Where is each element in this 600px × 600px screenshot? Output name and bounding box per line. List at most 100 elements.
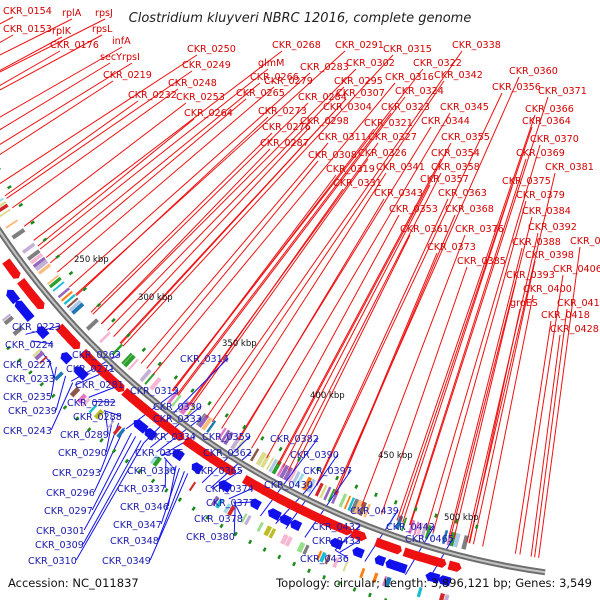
- outer-feature-block: [185, 405, 196, 418]
- outer-tick: [126, 332, 131, 338]
- minor-tick: [177, 497, 183, 503]
- leader-line-forward: [277, 158, 442, 465]
- gene-label-reverse: CKR_0223: [12, 322, 61, 333]
- outer-feature-block: [461, 535, 469, 550]
- outer-tick: [475, 524, 479, 529]
- outer-tick: [297, 456, 302, 462]
- gene-label-forward: CKR_0321: [364, 118, 413, 129]
- outer-feature-block: [319, 484, 328, 499]
- gene-label-forward: CKR_0428: [550, 324, 599, 335]
- gene-label-forward: CKR_0392: [528, 222, 577, 233]
- gene-label-reverse: CKR_0233: [6, 374, 55, 385]
- reverse-gene-arrow: [385, 558, 397, 570]
- inner-feature-block: [416, 586, 423, 598]
- leader-line-forward: [0, 54, 198, 185]
- outer-feature-block: [139, 368, 152, 383]
- forward-gene-arrow: [350, 528, 367, 542]
- leader-line-forward: [0, 34, 14, 44]
- leader-line-forward: [6, 70, 193, 199]
- reverse-gene-arrow: [172, 448, 185, 462]
- leader-line-forward: [92, 102, 309, 315]
- gene-label-forward: CKR_0345: [440, 102, 489, 113]
- minor-tick: [368, 592, 372, 598]
- outer-feature-block: [363, 503, 371, 518]
- gene-label-reverse: CKR_0348: [110, 536, 159, 547]
- gene-label-forward: CKR_0342: [434, 70, 483, 81]
- inner-feature-block: [112, 425, 122, 435]
- outer-tick: [393, 499, 398, 505]
- leader-line-forward: [238, 198, 385, 441]
- reverse-strand-arrows: [6, 289, 452, 587]
- gene-label-reverse: CKR_0465: [405, 534, 454, 545]
- gene-label-reverse: CKR_0378: [194, 514, 243, 525]
- minor-tick: [99, 438, 104, 443]
- gene-label-forward: CKR_0291: [335, 40, 384, 51]
- minor-tick: [74, 416, 80, 421]
- leader-line-forward: [360, 234, 466, 507]
- forward-gene-arrow: [447, 560, 462, 572]
- inner-feature-block: [1, 313, 12, 322]
- leader-line-forward: [205, 50, 463, 418]
- reverse-gene-arrow: [218, 479, 233, 493]
- leader-line-forward: [0, 62, 111, 131]
- outer-feature-block: [60, 290, 73, 302]
- inner-feature-block: [69, 386, 81, 398]
- kbp-label: 400 kbp: [310, 391, 345, 401]
- leader-line-forward: [100, 148, 271, 325]
- gene-label-forward: CKR_0356: [492, 82, 541, 93]
- reverse-gene-arrow: [36, 326, 50, 340]
- leader-line-reverse: [75, 442, 145, 561]
- minor-tick: [233, 531, 238, 537]
- forward-gene-arrow: [79, 348, 92, 361]
- gene-label-forward: CKR_0307: [336, 88, 385, 99]
- gene-label-reverse: CKR_0296: [46, 488, 95, 499]
- gene-label-forward: CKR_0154: [3, 6, 52, 17]
- leader-line-reverse: [82, 440, 142, 545]
- minor-tick: [86, 427, 92, 432]
- gene-label-forward: CKR_0287: [260, 138, 309, 149]
- gene-label-reverse: CKR_0390: [290, 450, 339, 461]
- gene-label-reverse: CKR_0349: [102, 556, 151, 567]
- minor-tick: [6, 345, 11, 351]
- forward-gene-arrow: [182, 436, 197, 450]
- gene-label-reverse: CKR_0433: [312, 536, 361, 547]
- reverse-gene-arrow: [191, 462, 204, 475]
- leader-line-reverse: [364, 509, 399, 562]
- leader-line-forward: [425, 144, 541, 531]
- leader-line-forward: [519, 274, 564, 555]
- gene-label-forward: rpsJ: [95, 8, 113, 19]
- leader-line-reverse: [201, 435, 251, 484]
- outer-feature-block: [63, 293, 76, 305]
- gene-label-forward: CKR_0400: [523, 284, 572, 295]
- leader-line-reverse: [104, 411, 109, 435]
- leader-line-reverse: [285, 453, 339, 530]
- inner-feature-block: [244, 515, 252, 526]
- gene-label-reverse: CKR_0227: [3, 360, 52, 371]
- gene-label-reverse: CKR_0310: [28, 556, 77, 567]
- gene-label-forward: CKR_0370: [530, 134, 579, 145]
- leader-line-forward: [448, 247, 523, 538]
- outer-feature-block: [66, 297, 79, 309]
- gene-label-forward: CKR_0316: [385, 72, 434, 83]
- outer-feature-block: [197, 414, 210, 428]
- minor-tick: [17, 358, 22, 363]
- gene-label-forward: CKR_0343: [374, 188, 423, 199]
- leader-line-reverse: [150, 405, 202, 448]
- outer-feature-block: [32, 256, 46, 268]
- forward-gene-arrow: [374, 537, 388, 550]
- reverse-gene-arrow: [133, 419, 149, 434]
- leader-line-forward: [315, 198, 449, 486]
- leader-line-forward: [396, 114, 536, 521]
- outer-tick: [260, 436, 265, 441]
- leader-line-forward: [122, 54, 394, 347]
- leader-line-reverse: [93, 400, 116, 403]
- gene-label-forward: CKR_0298: [300, 116, 349, 127]
- leader-line-forward: [140, 142, 329, 364]
- outer-feature-block: [327, 488, 336, 503]
- outer-feature-block: [295, 473, 305, 487]
- leader-line-forward: [107, 86, 345, 331]
- gene-label-forward: CKR_0324: [395, 86, 444, 97]
- gene-label-forward: CKR_0360: [509, 66, 558, 77]
- outer-feature-block: [71, 302, 85, 315]
